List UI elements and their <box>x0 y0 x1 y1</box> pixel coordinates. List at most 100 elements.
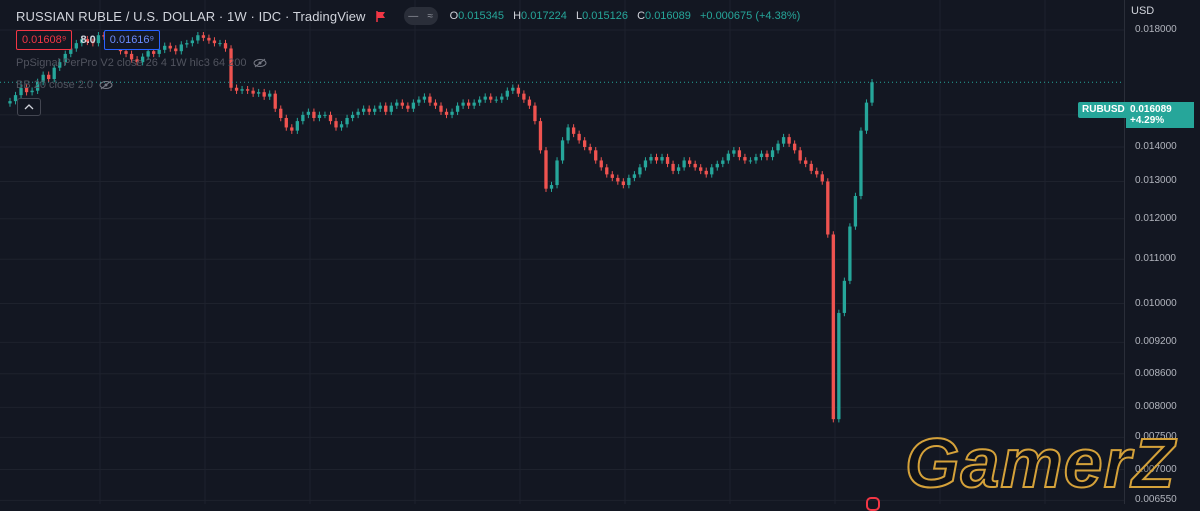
candle-body <box>687 160 692 164</box>
candle-body <box>583 140 587 147</box>
watermark-logo: GamerZ <box>904 424 1176 502</box>
candle-body <box>660 157 664 161</box>
candle-body <box>290 127 294 131</box>
candle-body <box>665 157 670 164</box>
candle-body <box>389 105 393 112</box>
spread-value: 8.0 <box>80 34 96 46</box>
candle-body <box>527 99 532 106</box>
candle-body <box>63 53 67 63</box>
candle-body <box>251 90 255 94</box>
candle-body <box>461 102 465 106</box>
axis-tick-label: 0.009200 <box>1135 336 1177 348</box>
candle-body <box>588 146 592 151</box>
candle-body <box>185 43 189 45</box>
candle-body <box>174 48 178 52</box>
candle-body <box>135 59 139 63</box>
candle-body <box>96 35 101 44</box>
axis-tick-label: 0.018000 <box>1135 24 1177 36</box>
candle-body <box>152 51 156 54</box>
candle-body <box>776 143 780 151</box>
candle-body <box>328 114 333 122</box>
candle-body <box>58 62 62 68</box>
last-price-value: 0.016089 <box>1130 104 1172 115</box>
candle-body <box>616 177 620 182</box>
candle-body <box>35 81 40 91</box>
axis-tick-label: 0.006550 <box>1135 494 1177 506</box>
eye-off-icon[interactable] <box>99 80 113 90</box>
candle-body <box>870 82 874 103</box>
price-axis[interactable]: USD 0.0180000.0150000.0140000.0130000.01… <box>1124 0 1200 506</box>
candle-body <box>41 74 45 82</box>
candle-body <box>168 45 172 49</box>
candle-body <box>157 49 161 54</box>
candle-body <box>748 160 753 162</box>
candle-body <box>146 51 150 57</box>
candle-body <box>522 93 526 100</box>
event-marker-icon[interactable] <box>866 497 880 511</box>
axis-tick-label: 0.011000 <box>1135 253 1176 265</box>
candle-body <box>373 108 377 112</box>
candle-body <box>85 39 90 42</box>
flag-icon[interactable] <box>375 10 386 22</box>
eye-off-icon[interactable] <box>253 58 267 68</box>
candle-body <box>516 87 521 94</box>
chart-mode-toggle[interactable]: — ≈ <box>403 7 438 25</box>
candle-body <box>406 105 410 109</box>
candle-body <box>207 37 211 41</box>
candle-body <box>163 45 167 50</box>
symbol-title[interactable]: RUSSIAN RUBLE / U.S. DOLLAR · 1W · IDC ·… <box>16 8 366 24</box>
candle-body <box>533 105 537 122</box>
candle-body <box>234 87 239 91</box>
candle-body <box>384 105 388 112</box>
candle-body <box>643 160 648 168</box>
candle-body <box>627 177 631 186</box>
candle-body <box>268 93 272 97</box>
candle-body <box>273 93 277 109</box>
candle-body <box>555 160 559 186</box>
axis-currency[interactable]: USD <box>1131 5 1155 17</box>
chart-header: RUSSIAN RUBLE / U.S. DOLLAR · 1W · IDC ·… <box>16 6 806 26</box>
high-label: H <box>513 10 522 22</box>
candle-body <box>439 105 443 112</box>
candle-body <box>229 48 233 88</box>
candle-body <box>140 56 145 63</box>
candle-body <box>787 137 791 144</box>
candle-body <box>201 35 206 38</box>
candle-body <box>339 124 344 128</box>
close-value: 0.016089 <box>645 10 691 22</box>
candle-body <box>345 117 349 125</box>
sell-price-box[interactable]: 0.01608⁹ <box>16 30 73 50</box>
indicator-ppsignal[interactable]: PpSignal PerPro V2 close 26 4 1W hlc3 64… <box>16 57 267 69</box>
candle-body <box>804 160 808 164</box>
candle-body <box>638 167 642 175</box>
candle-body <box>279 108 283 118</box>
indicator-label: BB 20 close 2.0 <box>16 79 94 91</box>
candle-body <box>489 96 493 100</box>
candle-body <box>765 153 769 158</box>
candle-body <box>859 130 863 197</box>
candle-body <box>13 95 18 102</box>
candle-body <box>262 92 266 97</box>
axis-tick-label: 0.008000 <box>1135 401 1177 413</box>
candlestick-chart[interactable] <box>0 0 1124 504</box>
candle-body <box>505 90 509 97</box>
candle-body <box>500 96 504 100</box>
candle-body <box>566 127 570 141</box>
buy-price-box[interactable]: 0.01616⁹ <box>103 30 161 50</box>
candle-body <box>466 102 471 106</box>
candle-body <box>737 150 742 158</box>
candle-body <box>367 108 371 112</box>
candle-body <box>30 90 34 93</box>
candle-body <box>726 153 730 161</box>
indicator-bb[interactable]: BB 20 close 2.0 <box>16 79 113 91</box>
candle-body <box>190 40 195 44</box>
candle-body <box>599 160 603 168</box>
candle-body <box>571 127 576 134</box>
candle-body <box>478 99 482 103</box>
candle-body <box>853 196 858 227</box>
change-value: +0.000675 (+4.38%) <box>699 10 801 22</box>
candle-body <box>284 117 288 128</box>
candle-body <box>444 111 449 115</box>
collapse-indicators-button[interactable] <box>17 98 41 116</box>
